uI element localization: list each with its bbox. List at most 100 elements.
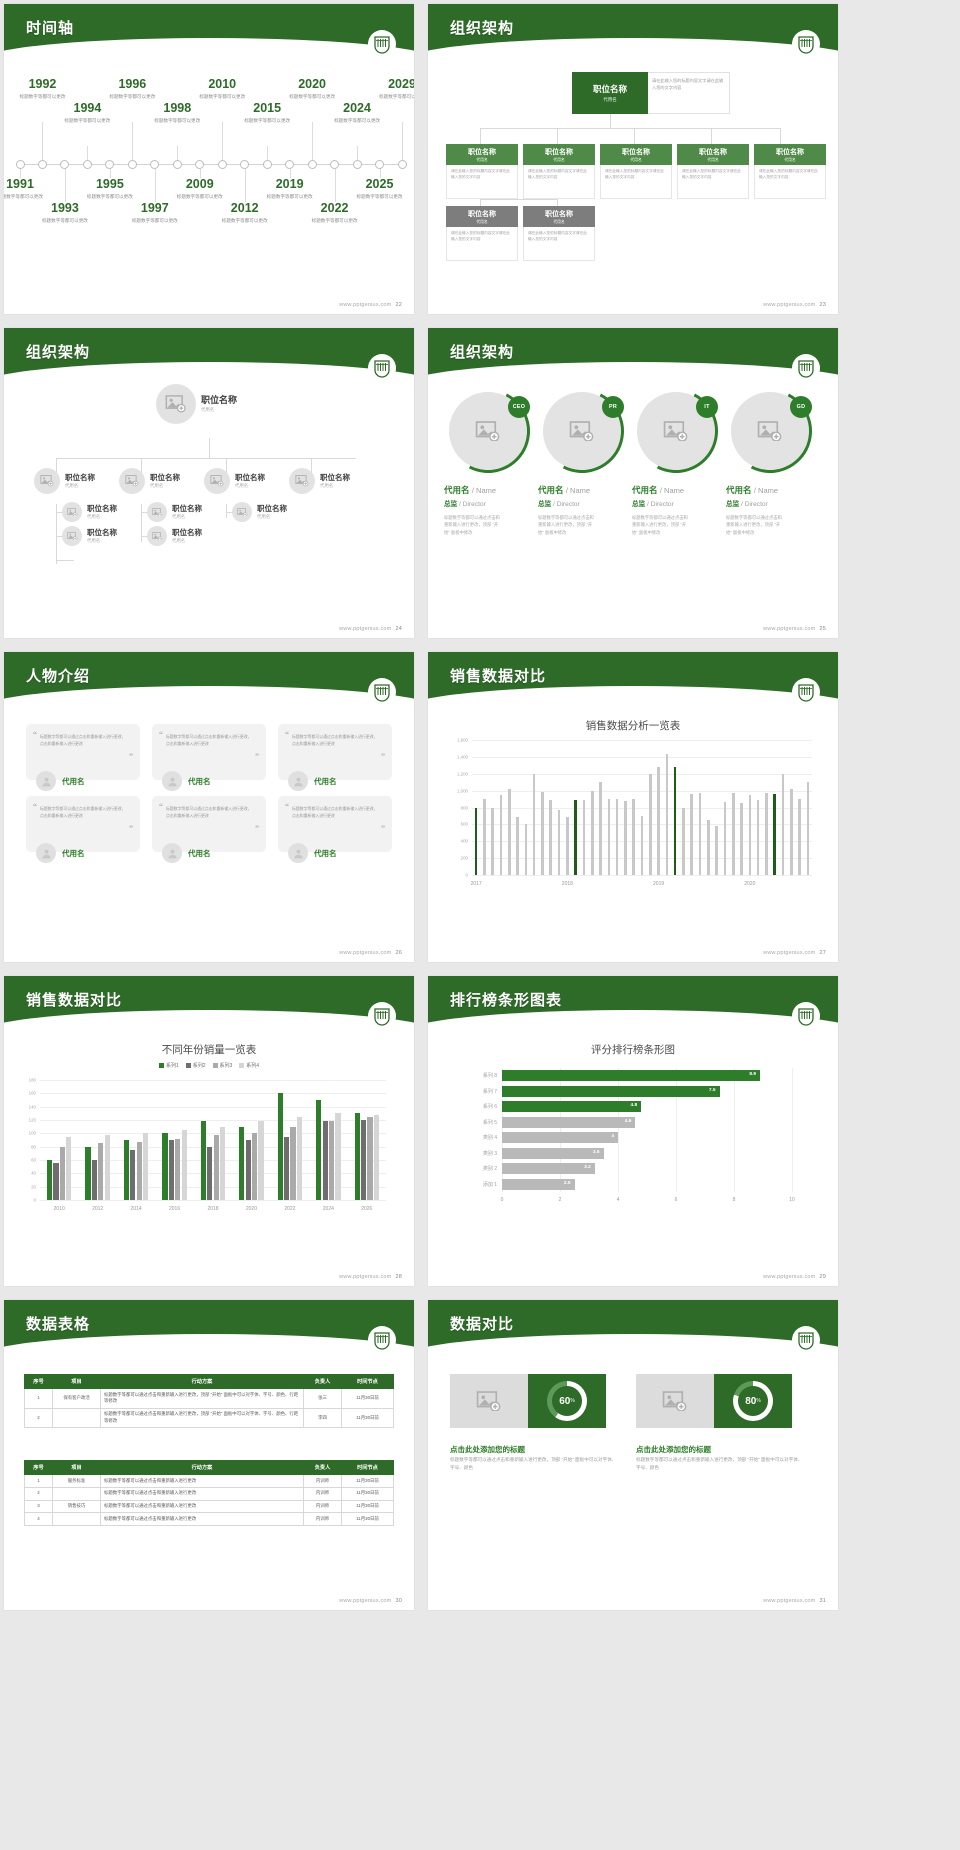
- bar[interactable]: [648, 773, 652, 875]
- timeline-entry[interactable]: 2029 标题数字等都可以更改: [369, 77, 414, 101]
- timeline-entry[interactable]: 2009 标题数字等都可以更改: [167, 177, 233, 201]
- bar[interactable]: [590, 790, 594, 875]
- bar[interactable]: [130, 1150, 136, 1200]
- bar[interactable]: [98, 1143, 104, 1200]
- timeline-dot[interactable]: [352, 160, 362, 169]
- testimonial-card[interactable]: “ ” 标题数字等都可以通过点击和重新输入进行更改，点击和重新输入进行更改 代用…: [152, 724, 266, 791]
- timeline-entry[interactable]: 1998 标题数字等都可以更改: [144, 101, 210, 125]
- timeline-dot[interactable]: [195, 160, 205, 169]
- bar[interactable]: [328, 1120, 335, 1200]
- ranking-row[interactable]: 系列 5 4.6: [483, 1116, 792, 1128]
- timeline-dot[interactable]: [375, 160, 385, 169]
- timeline-dot[interactable]: [307, 160, 317, 169]
- bar[interactable]: [756, 799, 760, 875]
- org-node[interactable]: 职位名称 代用名 请在此输入您的标题内容文字请在此输入您的文字内容: [600, 144, 672, 199]
- table-row[interactable]: 2 标题数字等都可以通过点击和重新输入进行更改 内训师 11月30日前: [24, 1486, 394, 1501]
- bar[interactable]: [557, 809, 561, 875]
- timeline-dot[interactable]: [330, 160, 340, 169]
- testimonial-card[interactable]: “ ” 标题数字等都可以通过点击和重新输入进行更改，点击和重新输入进行更改 代用…: [278, 796, 392, 863]
- bar[interactable]: [715, 826, 718, 875]
- timeline-dot[interactable]: [82, 160, 92, 169]
- bar[interactable]: [682, 807, 685, 875]
- bar[interactable]: [806, 782, 810, 875]
- bar[interactable]: [168, 1140, 174, 1200]
- timeline-entry[interactable]: 1994 标题数字等都可以更改: [54, 101, 120, 125]
- timeline-dot[interactable]: [172, 160, 182, 169]
- org-node[interactable]: 职位名称 代用名 请在此输入您的标题内容文字请在此输入您的文字内容: [446, 144, 518, 199]
- profile-card[interactable]: PR 代用名 / Name 总监 / Director 标题数字等都可以通过点击…: [529, 378, 635, 536]
- bar[interactable]: [316, 1100, 322, 1200]
- timeline-dot[interactable]: [240, 160, 250, 169]
- org-avatar-node[interactable]: 职位名称 代用名: [204, 468, 265, 494]
- bar[interactable]: [284, 1136, 290, 1200]
- bar[interactable]: [607, 799, 611, 875]
- bar[interactable]: [731, 792, 735, 875]
- bar[interactable]: [773, 794, 776, 875]
- legend-item[interactable]: 系列3: [212, 1062, 232, 1069]
- bar[interactable]: [582, 799, 586, 875]
- bar[interactable]: [549, 799, 553, 875]
- bar[interactable]: [360, 1120, 367, 1200]
- bar[interactable]: [143, 1132, 149, 1200]
- org-node[interactable]: 职位名称 代用名 请在此输入您的标题内容文字请在此输入您的文字内容: [677, 144, 749, 199]
- org-avatar-node[interactable]: 职位名称 代用名: [119, 468, 180, 494]
- org-node[interactable]: 职位名称 代用名 请在此输入您的标题内容文字请在此输入您的文字内容: [523, 206, 595, 261]
- timeline-entry[interactable]: 1993 标题数字等都可以更改: [32, 201, 98, 225]
- timeline-dot[interactable]: [217, 160, 227, 169]
- timeline-dot[interactable]: [105, 160, 115, 169]
- bar[interactable]: [707, 820, 710, 875]
- legend-item[interactable]: 系列4: [239, 1062, 259, 1069]
- bar[interactable]: [698, 793, 702, 875]
- bar[interactable]: [239, 1126, 245, 1200]
- bar[interactable]: [104, 1134, 110, 1200]
- ranking-row[interactable]: 系列 7 7.5: [483, 1085, 792, 1097]
- profile-card[interactable]: GD 代用名 / Name 总监 / Director 标题数字等都可以通过点击…: [717, 378, 823, 536]
- bar[interactable]: [85, 1146, 91, 1200]
- bar[interactable]: [277, 1093, 283, 1200]
- bar[interactable]: [524, 824, 528, 875]
- org-node[interactable]: 职位名称 代用名 请在此输入您的标题内容文字请在此输入您的文字内容: [446, 206, 518, 261]
- bar[interactable]: [665, 753, 669, 875]
- timeline-entry[interactable]: 1991 标题数字等都可以更改: [4, 177, 53, 201]
- timeline-dot[interactable]: [127, 160, 137, 169]
- bar[interactable]: [532, 773, 536, 875]
- bar[interactable]: [624, 800, 627, 875]
- bar[interactable]: [252, 1133, 258, 1200]
- bar[interactable]: [508, 788, 511, 875]
- bar[interactable]: [59, 1146, 65, 1200]
- bar[interactable]: [175, 1138, 181, 1200]
- testimonial-card[interactable]: “ ” 标题数字等都可以通过点击和重新输入进行更改，点击和重新输入进行更改 代用…: [26, 724, 140, 791]
- org-node[interactable]: 职位名称 代用名 请在此输入您的标题内容文字请在此输入您的文字内容: [754, 144, 826, 199]
- bar[interactable]: [483, 799, 486, 875]
- bar[interactable]: [740, 803, 743, 875]
- bar[interactable]: [798, 798, 801, 875]
- bar[interactable]: [789, 788, 793, 875]
- timeline-entry[interactable]: 1997 标题数字等都可以更改: [122, 201, 188, 225]
- bar[interactable]: [207, 1146, 213, 1200]
- timeline-entry[interactable]: 1996 标题数字等都可以更改: [99, 77, 165, 101]
- ranking-row[interactable]: 类别 3 3.5: [483, 1147, 792, 1159]
- bar[interactable]: [290, 1126, 296, 1200]
- timeline-entry[interactable]: 2010 标题数字等都可以更改: [189, 77, 255, 101]
- bar[interactable]: [657, 766, 660, 875]
- table-row[interactable]: 1 保有客户政活 标题数字等都可以通过点击和重新输入进行更改，顶部 “开始” 面板中…: [24, 1388, 394, 1409]
- bar[interactable]: [354, 1113, 360, 1200]
- bar[interactable]: [566, 816, 569, 875]
- bar[interactable]: [200, 1120, 206, 1200]
- org-avatar-node[interactable]: 职位名称 代用名: [62, 526, 117, 546]
- org-avatar-node[interactable]: 职位名称 代用名: [62, 502, 117, 522]
- bar[interactable]: [640, 815, 644, 875]
- bar[interactable]: [765, 792, 768, 875]
- bar[interactable]: [335, 1113, 341, 1200]
- org-avatar-node[interactable]: 职位名称 代用名: [147, 502, 202, 522]
- bar[interactable]: [47, 1160, 53, 1200]
- testimonial-card[interactable]: “ ” 标题数字等都可以通过点击和重新输入进行更改，点击和重新输入进行更改 代用…: [26, 796, 140, 863]
- comparison-card[interactable]: 80%: [636, 1374, 792, 1428]
- testimonial-card[interactable]: “ ” 标题数字等都可以通过点击和重新输入进行更改，点击和重新输入进行更改 代用…: [278, 724, 392, 791]
- bar[interactable]: [541, 792, 544, 875]
- bar[interactable]: [123, 1140, 130, 1200]
- bar[interactable]: [491, 807, 495, 875]
- bar[interactable]: [599, 781, 602, 875]
- bar[interactable]: [632, 799, 635, 875]
- timeline-dot[interactable]: [397, 160, 407, 169]
